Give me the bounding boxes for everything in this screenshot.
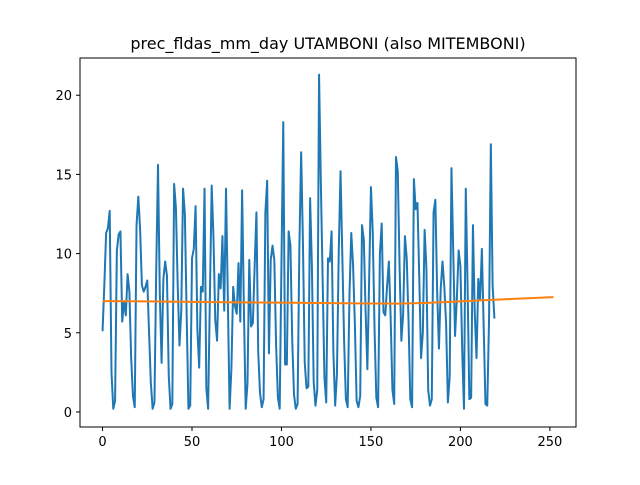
- y-axis: 0 5 10 15 20: [55, 89, 80, 421]
- y-tick-label: 20: [55, 89, 72, 104]
- x-tick-label: 250: [537, 435, 562, 450]
- series-line-1: [101, 73, 496, 410]
- y-tick-label: 15: [55, 168, 72, 183]
- x-tick-label: 50: [184, 435, 201, 450]
- y-tick-label: 0: [64, 406, 72, 421]
- x-tick-label: 0: [98, 435, 106, 450]
- y-tick-label: 5: [64, 327, 72, 342]
- x-tick-label: 200: [448, 435, 473, 450]
- x-axis: 0 50 100 150 200 250: [98, 427, 562, 450]
- plot-frame: [79, 57, 577, 428]
- chart-title: prec_fldas_mm_day UTAMBONI (also MITEMBO…: [130, 34, 525, 54]
- x-tick-label: 100: [269, 435, 294, 450]
- plot-lines: [101, 73, 554, 410]
- y-tick-label: 10: [55, 248, 72, 263]
- x-tick-label: 150: [359, 435, 384, 450]
- series-line-2: [102, 296, 554, 305]
